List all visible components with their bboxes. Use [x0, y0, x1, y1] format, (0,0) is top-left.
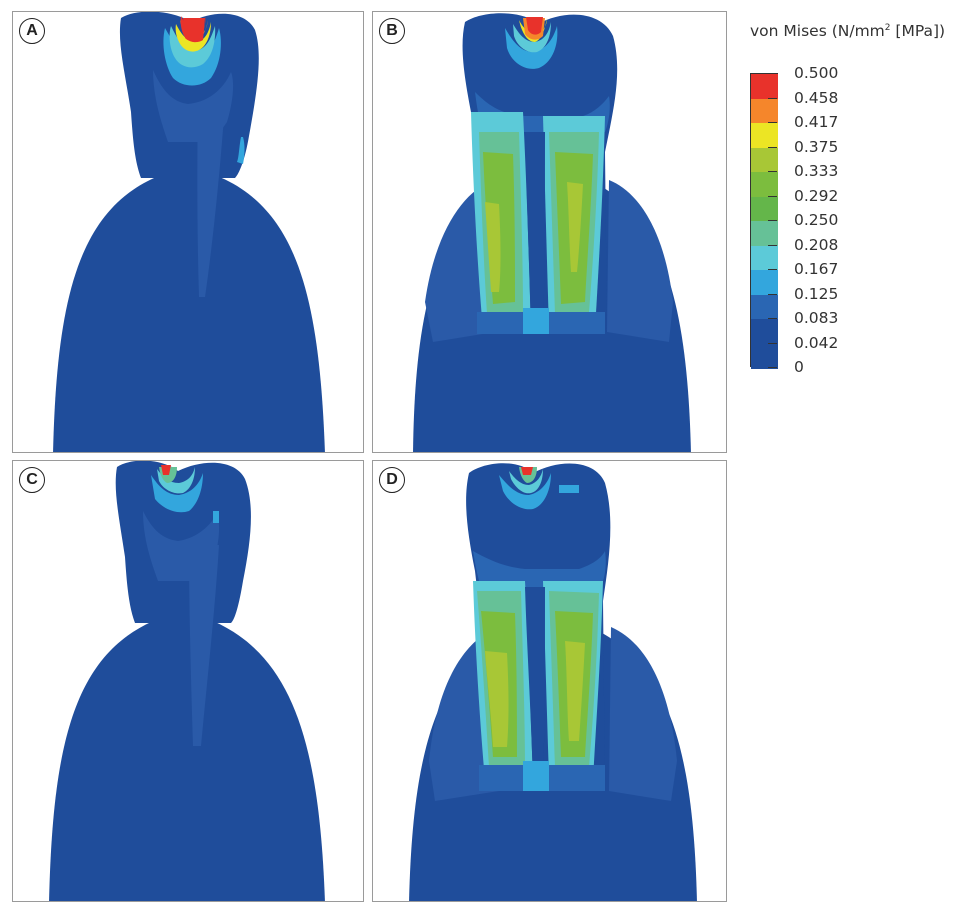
legend-title: von Mises (N/mm2 [MPa])	[750, 22, 945, 40]
legend-swatch	[751, 270, 778, 295]
panel-b: B	[372, 11, 727, 453]
panel-label-a: A	[19, 18, 45, 44]
tooth-stress-model-d	[409, 463, 697, 901]
legend-swatch	[751, 343, 778, 369]
panel-a: A	[12, 11, 364, 453]
legend-tick-mark	[768, 244, 777, 246]
legend-tick-label: 0.125	[794, 284, 839, 303]
legend-tick-label: 0.208	[794, 235, 839, 254]
legend-swatch	[751, 98, 778, 124]
legend-tick-label: 0.375	[794, 137, 839, 156]
legend-tick-mark	[768, 171, 777, 172]
legend-tick-label: 0.167	[794, 260, 839, 278]
legend-tick-mark	[768, 367, 777, 368]
legend-title-end: [MPa])	[890, 22, 946, 40]
legend-tick-mark	[768, 146, 777, 148]
legend-swatch	[751, 245, 778, 271]
legend-swatch	[751, 319, 778, 344]
legend-tick-label: 0.458	[794, 88, 839, 107]
legend-tick-label: 0.083	[794, 309, 839, 327]
legend-tick-mark	[768, 342, 777, 344]
legend-tick-mark	[768, 269, 777, 270]
legend-tick-mark	[768, 293, 777, 295]
panel-label-c: C	[19, 467, 45, 493]
legend-tick-mark	[768, 195, 777, 197]
legend-tick-label: 0	[794, 358, 804, 376]
tooth-stress-model-a	[53, 12, 325, 452]
legend-swatch	[751, 196, 778, 222]
legend-title-superscript: 2	[884, 22, 891, 33]
legend-tick-label: 0.417	[794, 113, 839, 131]
legend-tick-mark	[768, 73, 777, 74]
panel-c: C	[12, 460, 364, 902]
legend-tick-label: 0.292	[794, 186, 839, 205]
panel-d: D	[372, 460, 727, 902]
legend-swatch	[751, 172, 778, 197]
legend-tick-label: 0.500	[794, 64, 839, 82]
legend-swatch	[751, 294, 778, 320]
panel-label-b: B	[379, 18, 405, 44]
legend-swatch	[751, 147, 778, 173]
color-scale-bar	[750, 73, 778, 369]
legend-title-main: von Mises (N/mm	[750, 22, 885, 40]
legend-tick-mark	[768, 318, 777, 319]
tooth-stress-model-b	[413, 13, 691, 452]
legend-tick-mark	[768, 97, 777, 99]
legend-swatch	[751, 221, 778, 246]
legend-tick-label: 0.333	[794, 162, 839, 180]
legend-swatch	[751, 123, 778, 148]
legend-tick-label: 0.250	[794, 211, 839, 229]
tooth-stress-model-c	[49, 461, 325, 901]
legend-tick-mark	[768, 122, 777, 123]
legend-swatch	[751, 74, 778, 99]
legend-tick-label: 0.042	[794, 333, 839, 352]
panel-label-d: D	[379, 467, 405, 493]
legend-tick-mark	[768, 220, 777, 221]
